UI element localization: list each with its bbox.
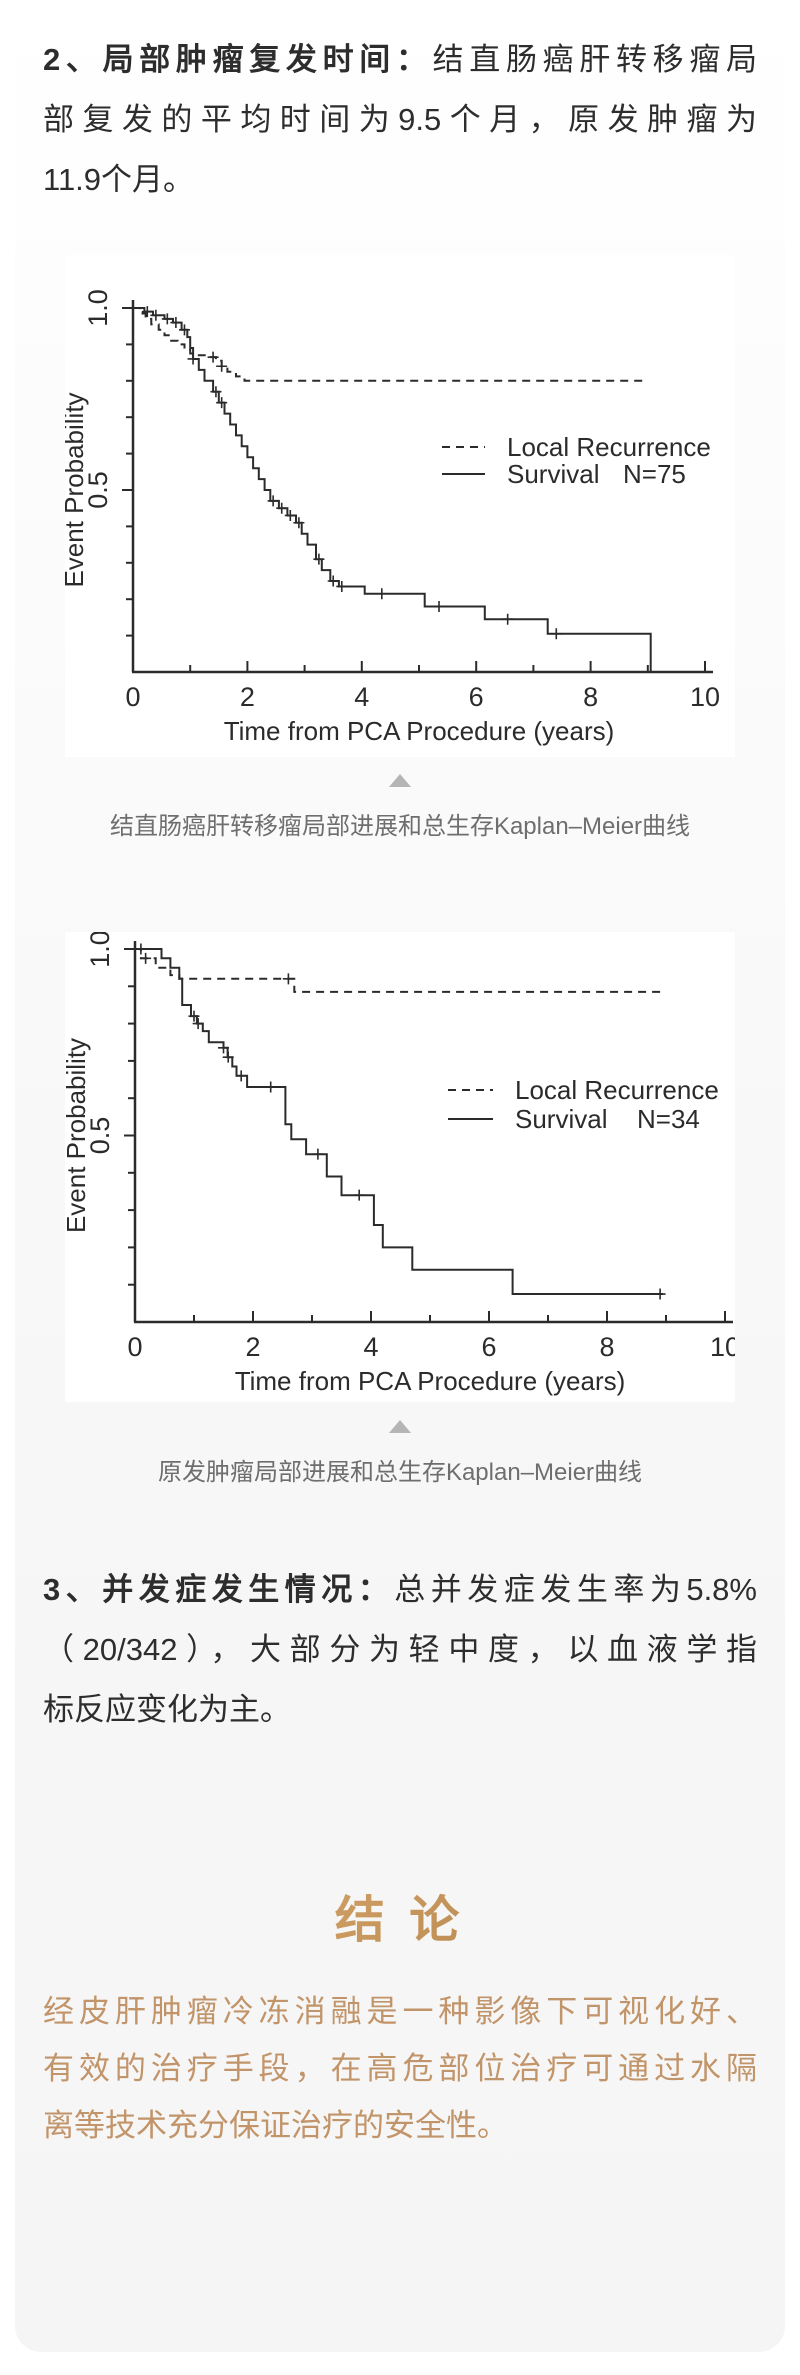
conclusion-body: 经皮肝肿瘤冷冻消融是一种影像下可视化好、 有效的治疗手段，在高危部位治疗可通过水… xyxy=(43,1983,757,2154)
paragraph-complications: 3、并发症发生情况：总并发症发生率为5.8% （20/342），大部分为轻中度，… xyxy=(43,1560,757,1740)
legend-label: Survival xyxy=(515,1104,607,1134)
y-tick-label: 0.5 xyxy=(85,1117,115,1155)
caption-pointer-icon xyxy=(389,1420,411,1433)
censor-mark xyxy=(265,1081,277,1093)
censor-mark xyxy=(141,306,153,318)
figure-caption-liver-mets: 结直肠癌肝转移瘤局部进展和总生存Kaplan–Meier曲线 xyxy=(109,813,691,840)
paragraph-heading: 2、局部肿瘤复发时间： xyxy=(43,42,433,77)
legend-n-label: N=34 xyxy=(637,1104,700,1134)
censor-mark xyxy=(284,509,296,521)
km-chart-primary-tumor: 1.0 0.5 0 2 4 6 8 10 Time from PCA Procedure (ye… xyxy=(61,930,740,1396)
y-tick-label: 1.0 xyxy=(83,289,113,327)
x-tick-label: 10 xyxy=(710,1332,735,1362)
paragraph-text: 总并发症发生率为5.8% xyxy=(394,1572,757,1607)
censor-mark xyxy=(282,973,294,985)
km-chart-liver-mets: 1.0 0.5 0 2 4 6 8 10 Time from PCA Procedure (ye… xyxy=(59,289,720,746)
caption-pointer-icon xyxy=(389,774,411,787)
survival-curve xyxy=(135,948,663,1295)
km-chart-figure-primary-tumor: 1.0 0.5 0 2 4 6 8 10 Time from PCA Procedure (ye… xyxy=(61,930,740,1402)
censor-mark xyxy=(218,1042,229,1054)
paragraph-line: （20/342），大部分为轻中度，以血液学指 xyxy=(43,1632,757,1667)
x-tick-label: 2 xyxy=(245,1332,260,1362)
censor-mark xyxy=(502,613,514,625)
y-tick-label: 0.5 xyxy=(83,471,113,509)
censor-mark xyxy=(312,1148,324,1160)
censor-mark xyxy=(210,386,222,398)
legend-n-label: N=75 xyxy=(623,459,686,489)
conclusion-line: 经皮肝肿瘤冷冻消融是一种影像下可视化好、 xyxy=(43,1994,757,2029)
censor-mark xyxy=(207,351,219,363)
paragraph-heading: 3、并发症发生情况： xyxy=(43,1572,395,1607)
paragraph-line: 11.9个月。 xyxy=(43,162,195,197)
paragraph-line: 部复发的平均时间为9.5个月，原发肿瘤为 xyxy=(43,102,757,137)
conclusion-title: 结 论 xyxy=(43,1880,757,1952)
paragraph-local-recurrence-time: 2、局部肿瘤复发时间：结直肠癌肝转移瘤局 部复发的平均时间为9.5个月，原发肿瘤… xyxy=(43,30,757,210)
y-tick-label: 1.0 xyxy=(85,932,115,968)
paragraph-line: 标反应变化为主。 xyxy=(43,1692,291,1727)
paragraph-line: 2、局部肿瘤复发时间：结直肠癌肝转移瘤局 xyxy=(43,30,757,90)
censor-mark xyxy=(188,1010,200,1022)
x-tick-label: 4 xyxy=(354,682,369,712)
km-chart-figure-liver-mets: 1.0 0.5 0 2 4 6 8 10 Time from PCA Procedure (ye… xyxy=(59,255,735,757)
censor-mark xyxy=(140,952,152,964)
conclusion-line: 离等技术充分保证治疗的安全性。 xyxy=(43,2108,508,2143)
censor-mark xyxy=(216,360,228,372)
paragraph-line: 3、并发症发生情况：总并发症发生率为5.8% xyxy=(43,1560,757,1620)
legend-label: Local Recurrence xyxy=(507,432,711,462)
x-tick-label: 8 xyxy=(583,682,598,712)
censor-mark xyxy=(222,1051,234,1063)
censor-mark xyxy=(170,317,182,329)
censor-mark xyxy=(550,628,562,640)
x-axis-label: Time from PCA Procedure (years) xyxy=(224,716,615,746)
x-tick-label: 4 xyxy=(363,1332,378,1362)
x-tick-label: 6 xyxy=(469,682,484,712)
paragraph-text: 结直肠癌肝转移瘤局 xyxy=(432,42,757,77)
censor-mark xyxy=(161,313,173,325)
y-axis-label: Event Probability xyxy=(65,392,89,587)
legend-label: Survival xyxy=(507,459,599,489)
censor-mark xyxy=(433,600,445,612)
local-recurrence-curve xyxy=(135,948,661,993)
conclusion-line: 有效的治疗手段，在高危部位治疗可通过水隔 xyxy=(43,2051,757,2086)
censor-mark xyxy=(313,553,325,565)
censor-mark xyxy=(293,517,305,529)
censor-mark xyxy=(654,1288,666,1300)
x-tick-label: 0 xyxy=(127,1332,142,1362)
censor-mark xyxy=(216,397,228,409)
censor-mark xyxy=(192,1018,204,1030)
censor-mark xyxy=(327,575,339,587)
x-axis-label: Time from PCA Procedure (years) xyxy=(235,1366,626,1396)
censor-mark xyxy=(267,495,279,507)
censor-mark xyxy=(376,588,388,600)
censor-mark xyxy=(276,502,288,514)
y-axis-label: Event Probability xyxy=(65,1038,91,1233)
censor-mark xyxy=(178,324,190,336)
x-tick-label: 2 xyxy=(240,682,255,712)
figure-caption-primary-tumor: 原发肿瘤局部进展和总生存Kaplan–Meier曲线 xyxy=(157,1459,643,1486)
legend-label: Local Recurrence xyxy=(515,1075,719,1105)
x-tick-label: 6 xyxy=(481,1332,496,1362)
local-recurrence-curve xyxy=(133,307,648,382)
censor-mark xyxy=(235,1070,247,1082)
censor-mark xyxy=(336,580,348,592)
censor-mark xyxy=(135,943,147,955)
censor-mark xyxy=(150,309,162,321)
survival-curve xyxy=(133,307,652,672)
x-tick-label: 0 xyxy=(125,682,140,712)
censor-mark xyxy=(187,353,199,365)
x-tick-label: 8 xyxy=(599,1332,614,1362)
x-tick-label: 10 xyxy=(690,682,720,712)
censor-mark xyxy=(353,1189,365,1201)
